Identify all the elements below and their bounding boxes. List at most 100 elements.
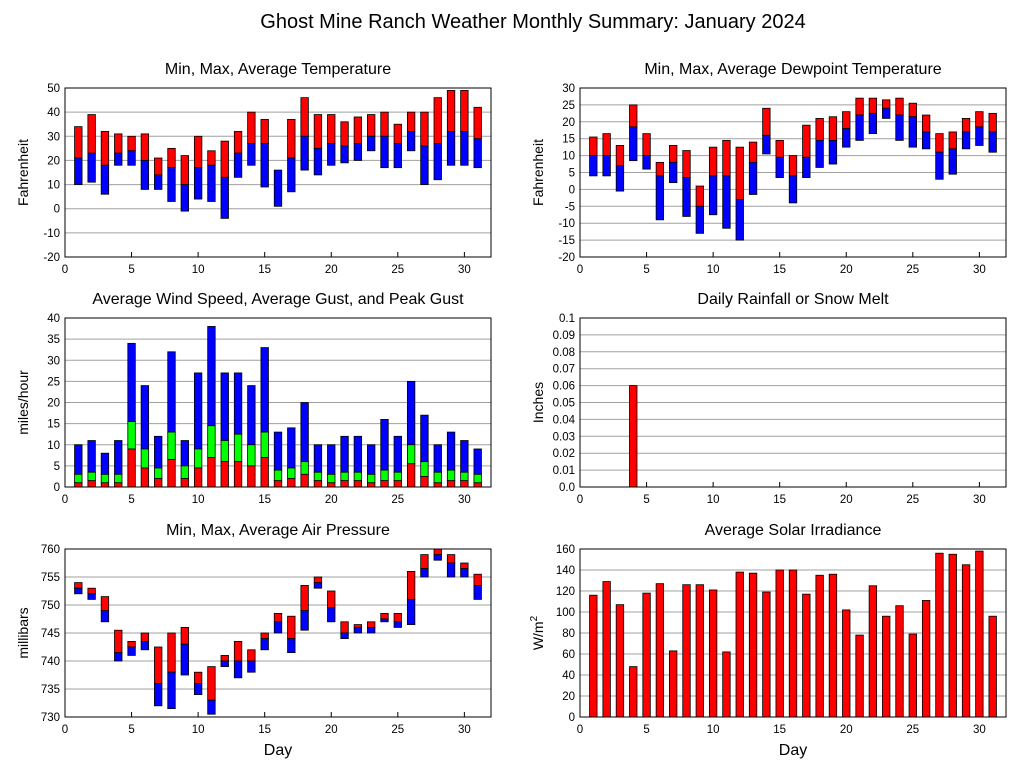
bar-avg-wind bbox=[300, 473, 309, 488]
bar-peak-gust bbox=[154, 435, 163, 469]
x-tick-label: 15 bbox=[773, 494, 786, 506]
bar-min-segment bbox=[220, 660, 229, 667]
y-axis-label: Inches bbox=[530, 382, 546, 423]
bar-peak-gust bbox=[353, 435, 363, 473]
bar-avg-wind bbox=[167, 459, 176, 488]
bar-min-segment bbox=[287, 157, 296, 193]
bar-max-segment bbox=[935, 133, 944, 153]
bar-max-segment bbox=[340, 121, 349, 147]
bar-avg-wind bbox=[340, 480, 349, 488]
bar-max-segment bbox=[380, 613, 389, 620]
bar-peak-gust bbox=[340, 435, 349, 473]
bar-min-segment bbox=[908, 116, 917, 148]
x-tick-label: 5 bbox=[128, 724, 134, 736]
bar-peak-gust bbox=[114, 440, 123, 475]
bar-max-segment bbox=[114, 133, 123, 154]
bar-value bbox=[815, 574, 824, 718]
bar-max-segment bbox=[193, 671, 203, 684]
y-axis-label: millibars bbox=[15, 607, 31, 658]
bar-min-segment bbox=[762, 134, 771, 155]
bar-min-segment bbox=[260, 143, 269, 188]
x-tick-label: 30 bbox=[973, 264, 986, 276]
x-tick-label: 20 bbox=[840, 494, 853, 506]
bar-min-segment bbox=[695, 205, 704, 234]
panel-title: Average Solar Irradiance bbox=[705, 522, 882, 539]
bar-peak-gust bbox=[446, 431, 456, 471]
bar-max-segment bbox=[367, 114, 376, 137]
y-tick-label: 30 bbox=[47, 131, 60, 143]
bar-max-segment bbox=[247, 649, 256, 662]
bar-min-segment bbox=[87, 152, 96, 183]
bar-min-segment bbox=[842, 128, 851, 148]
y-tick-label: 0 bbox=[54, 204, 60, 216]
bar-min-segment bbox=[420, 568, 429, 578]
bar-value bbox=[748, 572, 758, 718]
y-tick-label: 755 bbox=[41, 572, 60, 584]
bar-min-segment bbox=[433, 554, 442, 561]
bar-avg-gust bbox=[167, 431, 176, 460]
bar-peak-gust bbox=[473, 448, 482, 475]
bar-max-segment bbox=[154, 157, 163, 176]
bar-max-segment bbox=[220, 655, 229, 662]
x-tick-label: 10 bbox=[192, 494, 205, 506]
bar-max-segment bbox=[975, 111, 984, 128]
bar-max-segment bbox=[921, 114, 931, 133]
bar-max-segment bbox=[775, 139, 784, 158]
bar-peak-gust bbox=[207, 326, 216, 427]
bar-max-segment bbox=[842, 111, 851, 129]
bar-max-segment bbox=[669, 145, 678, 163]
bar-min-segment bbox=[446, 562, 456, 578]
x-tick-label: 10 bbox=[192, 724, 205, 736]
bar-min-segment bbox=[154, 683, 163, 707]
y-tick-label: 0.04 bbox=[553, 414, 576, 426]
bar-avg-gust bbox=[140, 448, 150, 469]
bar-max-segment bbox=[154, 646, 163, 684]
bar-min-segment bbox=[802, 156, 811, 178]
bar-avg-wind bbox=[367, 482, 376, 488]
bar-avg-gust bbox=[193, 448, 203, 469]
bar-min-segment bbox=[287, 638, 296, 653]
bar-avg-wind bbox=[273, 480, 283, 488]
bar-peak-gust bbox=[420, 414, 429, 463]
bar-min-segment bbox=[167, 671, 176, 710]
y-tick-label: -15 bbox=[558, 235, 575, 247]
x-tick-label: 15 bbox=[258, 264, 271, 276]
bar-max-segment bbox=[74, 126, 83, 159]
bar-max-segment bbox=[207, 150, 216, 166]
x-tick-label: 25 bbox=[391, 264, 404, 276]
bar-value bbox=[682, 584, 691, 718]
bar-avg-wind bbox=[127, 448, 136, 488]
bar-min-segment bbox=[233, 660, 243, 679]
y-axis-label-superscript: 2 bbox=[529, 615, 540, 621]
bar-avg-gust bbox=[460, 471, 469, 482]
bar-avg-wind bbox=[393, 480, 402, 488]
bar-peak-gust bbox=[393, 435, 402, 473]
bar-max-segment bbox=[207, 666, 216, 701]
bar-avg-wind bbox=[154, 478, 163, 488]
bar-peak-gust bbox=[260, 347, 269, 433]
bar-max-segment bbox=[629, 104, 638, 128]
bar-avg-gust bbox=[260, 431, 269, 458]
bar-max-segment bbox=[446, 90, 456, 132]
bar-min-segment bbox=[406, 131, 416, 152]
x-tick-label: 5 bbox=[643, 494, 649, 506]
x-tick-label: 0 bbox=[62, 724, 68, 736]
bar-min-segment bbox=[935, 151, 944, 180]
bar-min-segment bbox=[207, 164, 216, 202]
bar-value bbox=[708, 589, 718, 718]
bar-max-segment bbox=[788, 155, 798, 177]
bar-peak-gust bbox=[313, 444, 323, 473]
bar-max-segment bbox=[393, 613, 402, 623]
bar-value bbox=[735, 571, 744, 718]
bar-min-segment bbox=[180, 643, 189, 676]
x-axis-label: Day bbox=[264, 742, 292, 759]
bar-avg-wind bbox=[460, 480, 469, 488]
bar-max-segment bbox=[247, 111, 256, 144]
y-tick-label: 10 bbox=[562, 151, 575, 163]
bar-max-segment bbox=[420, 111, 429, 147]
bar-avg-wind bbox=[180, 478, 189, 488]
bar-avg-gust bbox=[300, 461, 309, 475]
bar-min-segment bbox=[167, 167, 176, 202]
bar-value bbox=[828, 573, 838, 718]
x-tick-label: 5 bbox=[128, 264, 134, 276]
